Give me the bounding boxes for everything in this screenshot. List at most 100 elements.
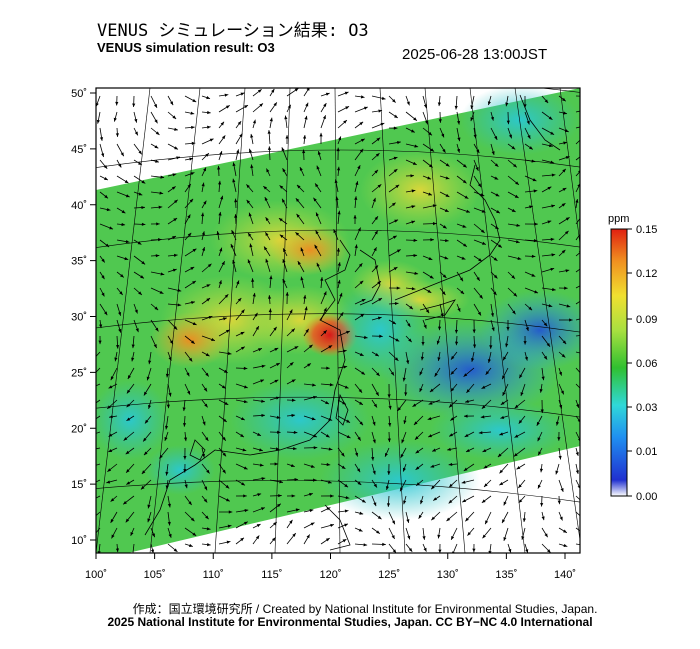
- wind-arrow-head: [337, 279, 341, 284]
- wind-arrow-head: [494, 136, 498, 140]
- wind-arrow-head: [160, 272, 165, 276]
- wind-arrow-head: [134, 131, 138, 136]
- wind-arrow-head: [583, 518, 587, 522]
- wind-arrow-head: [480, 415, 485, 419]
- wind-arrow-head: [521, 536, 525, 540]
- wind-arrow-head: [165, 373, 169, 378]
- wind-arrow-head: [232, 259, 236, 264]
- wind-arrow-head: [584, 316, 588, 319]
- wind-arrow-head: [209, 138, 214, 142]
- wind-arrow-head: [374, 216, 379, 221]
- wind-arrow-head: [232, 162, 236, 167]
- wind-arrow-head: [125, 240, 130, 244]
- wind-arrow-head: [241, 482, 245, 486]
- wind-arrow-head: [258, 348, 262, 352]
- wind-arrow-head: [562, 97, 566, 102]
- wind-arrow-head: [406, 519, 410, 523]
- wind-arrow-head: [290, 463, 295, 468]
- wind-arrow: [575, 511, 580, 517]
- wind-arrow-head: [412, 403, 417, 407]
- wind-arrow-head: [165, 485, 169, 490]
- wind-arrow-head: [285, 135, 289, 139]
- wind-arrow-head: [445, 176, 450, 180]
- wind-arrow: [575, 335, 580, 337]
- wind-arrow-head: [378, 109, 383, 113]
- wind-arrow-head: [547, 549, 551, 553]
- wind-arrow-head: [267, 295, 272, 299]
- wind-arrow-head: [391, 520, 395, 525]
- wind-arrow-head: [276, 503, 281, 508]
- wind-arrow-head: [110, 519, 114, 523]
- wind-arrow-head: [440, 313, 444, 317]
- wind-arrow-head: [400, 487, 404, 492]
- wind-arrow-head: [316, 165, 320, 170]
- wind-arrow-head: [250, 164, 254, 169]
- wind-arrow-head: [190, 267, 195, 271]
- longitude-axis: 100˚ 105˚ 110˚ 115˚ 120˚ 125˚ 130˚ 135˚ 140˚: [85, 553, 576, 581]
- wind-arrow-head: [326, 507, 331, 511]
- wind-arrow-head: [482, 241, 486, 245]
- wind-arrow-head: [282, 198, 286, 203]
- wind-arrow-head: [522, 518, 526, 522]
- wind-arrow-head: [103, 311, 108, 316]
- wind-arrow-head: [397, 407, 402, 411]
- title-en: VENUS simulation result: O3: [97, 40, 275, 55]
- wind-arrow-head: [176, 156, 181, 160]
- wind-arrow-head: [300, 247, 304, 252]
- wind-arrow-head: [187, 232, 192, 237]
- wind-arrow-head: [515, 181, 519, 185]
- wind-arrow-head: [173, 548, 178, 552]
- wind-arrow-head: [240, 331, 245, 335]
- wind-arrow-head: [411, 205, 416, 209]
- wind-arrow-head: [564, 129, 569, 133]
- wind-arrow: [575, 252, 580, 257]
- wind-arrow-head: [531, 273, 536, 277]
- wind-arrow-head: [155, 254, 160, 258]
- lon-tick-label: 140˚: [554, 569, 576, 581]
- wind-arrow-head: [106, 480, 111, 484]
- wind-arrow-head: [548, 304, 553, 308]
- wind-arrow-head: [558, 371, 562, 376]
- wind-arrow-head: [274, 347, 279, 351]
- wind-arrow-head: [252, 292, 256, 297]
- wind-arrow-head: [441, 133, 445, 138]
- wind-arrow-head: [565, 269, 570, 273]
- wind-arrow-head: [191, 301, 195, 305]
- wind-arrow-head: [205, 437, 209, 441]
- wind-arrow-head: [531, 254, 536, 258]
- wind-arrow-head: [113, 117, 117, 122]
- colorbar-tick-label: 0.15: [636, 224, 657, 236]
- wind-arrow-head: [360, 138, 365, 142]
- wind-arrow-head: [135, 328, 139, 333]
- wind-arrow-head: [96, 119, 100, 124]
- wind-arrow-head: [436, 340, 440, 345]
- wind-arrow-head: [431, 516, 435, 521]
- wind-arrow-head: [224, 93, 229, 97]
- wind-arrow-head: [353, 214, 357, 219]
- colorbar-tick-label: 0.09: [636, 314, 657, 326]
- wind-arrow-head: [454, 105, 458, 110]
- wind-arrow-head: [137, 241, 142, 245]
- wind-arrow-head: [392, 320, 397, 325]
- wind-arrow-head: [430, 464, 435, 468]
- wind-arrow-head: [392, 235, 397, 239]
- wind-arrow-head: [248, 148, 253, 153]
- wind-arrow-head: [101, 292, 105, 297]
- wind-arrow-head: [190, 517, 195, 522]
- wind-arrow-head: [557, 437, 561, 441]
- wind-arrow: [575, 543, 580, 546]
- wind-arrow-head: [465, 399, 469, 403]
- wind-arrow-head: [523, 104, 527, 108]
- lat-tick-label: 35˚: [71, 256, 87, 268]
- wind-arrow-head: [394, 301, 399, 306]
- wind-arrow-head: [191, 141, 196, 145]
- wind-arrow-head: [472, 344, 477, 349]
- wind-arrow-head: [449, 483, 453, 488]
- wind-arrow-head: [401, 439, 405, 444]
- wind-arrow-head: [428, 434, 433, 438]
- wind-arrow-head: [334, 179, 338, 184]
- wind-arrow-head: [569, 318, 573, 322]
- wind-arrow-head: [462, 499, 467, 503]
- wind-arrow-head: [296, 213, 300, 218]
- lon-tick-label: 135˚: [495, 569, 517, 581]
